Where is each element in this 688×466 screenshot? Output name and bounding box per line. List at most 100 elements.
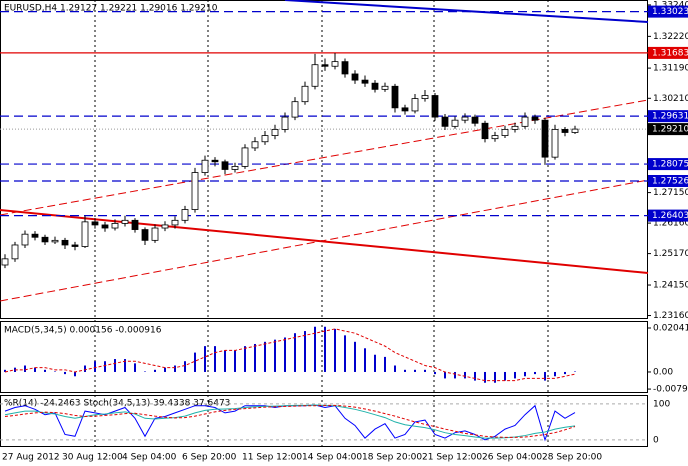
candle-body <box>571 128 579 133</box>
candle-body <box>271 129 279 136</box>
x-tick-label: 27 Aug 2012 <box>2 453 60 463</box>
candle-body <box>1 258 9 266</box>
candle-body <box>341 61 349 75</box>
level-label: 1.27526 <box>652 177 688 187</box>
candle-body <box>371 82 379 90</box>
y-tick-label: 0 <box>653 435 659 445</box>
oscillator-title: %R(14) -24.2463 Stoch(34,5,13) 39.4338 3… <box>4 399 230 409</box>
candle-body <box>111 223 119 229</box>
main-panel <box>0 0 648 319</box>
y-tick-label: 0.00 <box>653 367 673 377</box>
candle-body <box>301 85 309 103</box>
y-tick-label: 1.25170 <box>653 249 688 259</box>
y-tick-label: 1.23160 <box>653 311 688 321</box>
candle-body <box>521 116 529 127</box>
candle-body <box>461 116 469 121</box>
candle-body <box>81 221 89 247</box>
macd-title: MACD(5,34,5) 0.000156 -0.000916 <box>4 326 162 336</box>
candle-body <box>331 61 339 67</box>
current-price-label: 1.29210 <box>652 125 688 135</box>
candle-body <box>11 244 19 260</box>
candle-body <box>221 161 229 170</box>
oscillator-line <box>4 404 576 439</box>
current-price-box <box>648 123 688 136</box>
candle-body <box>491 135 499 140</box>
candle-body <box>231 165 239 170</box>
candle-body <box>31 233 39 238</box>
level-label: 1.26403 <box>652 211 688 221</box>
candle-body <box>451 119 459 127</box>
candle-body <box>261 135 269 143</box>
candle-body <box>551 129 559 158</box>
trend-lines <box>0 0 649 302</box>
candle-body <box>391 85 399 109</box>
candle-body <box>131 219 139 230</box>
chart-title: EURUSD,H4 1.29127 1.29221 1.29016 1.2921… <box>4 4 218 14</box>
candle-body <box>541 119 549 158</box>
candle-body <box>401 107 409 112</box>
candle-body <box>431 95 439 118</box>
candle-body <box>191 172 199 210</box>
x-tick-label: 28 Sep 20:00 <box>542 453 602 463</box>
candle-body <box>411 98 419 112</box>
level-label: 1.28075 <box>652 160 688 170</box>
candle-body <box>101 224 109 229</box>
oscillator-line <box>4 404 576 438</box>
level-label-box <box>648 175 688 188</box>
candle-body <box>501 129 509 136</box>
candle-body <box>201 159 209 173</box>
candle-body <box>91 221 99 226</box>
x-tick-label: 4 Sep 04:00 <box>122 453 177 463</box>
candle-body <box>351 73 359 81</box>
level-label: 1.31683 <box>652 48 688 58</box>
trend-line <box>0 209 649 274</box>
candle-body <box>421 95 429 100</box>
candle-body <box>471 116 479 124</box>
candle-body <box>481 122 489 140</box>
candle-body <box>181 209 189 221</box>
candle-body <box>561 129 569 133</box>
x-tick-label: 26 Sep 04:00 <box>482 453 542 463</box>
y-tick-label: 0.020413 <box>653 324 688 334</box>
level-label-box <box>648 46 688 59</box>
y-tick-label: 1.27150 <box>653 188 688 198</box>
candle-body <box>251 141 259 149</box>
level-label-box <box>648 110 688 123</box>
candle-body <box>321 64 329 67</box>
candle-body <box>241 147 249 167</box>
candle-body <box>441 116 449 127</box>
y-tick-label: 1.24150 <box>653 281 688 291</box>
candle-body <box>311 64 319 87</box>
candle-body <box>21 233 29 246</box>
candle-body <box>281 116 289 130</box>
candle-body <box>531 116 539 121</box>
candle-body <box>511 125 519 130</box>
trend-line <box>0 179 649 302</box>
candle-body <box>361 79 369 84</box>
trend-line <box>284 0 649 23</box>
candle-body <box>171 219 179 226</box>
candle-body <box>71 244 79 247</box>
y-tick-label: -0.00794 <box>653 385 688 395</box>
x-tick-label: 18 Sep 20:00 <box>362 453 422 463</box>
macd-signal <box>4 328 576 382</box>
y-tick-label: 1.26160 <box>653 219 688 229</box>
y-tick-label: 1.33240 <box>653 0 688 10</box>
y-tick-label: 1.32220 <box>653 32 688 42</box>
candle-body <box>211 159 219 163</box>
candle-body <box>61 239 69 246</box>
level-label-box <box>648 209 688 222</box>
y-tick-label: 1.30210 <box>653 94 688 104</box>
x-tick-label: 14 Sep 04:00 <box>302 453 362 463</box>
x-tick-label: 6 Sep 20:00 <box>182 453 237 463</box>
candle-body <box>121 219 129 224</box>
level-label: 1.33023 <box>652 7 688 17</box>
candle-body <box>141 229 149 241</box>
candle-body <box>291 101 299 118</box>
level-label-box <box>648 158 688 171</box>
candle-body <box>161 224 169 229</box>
candle-body <box>381 85 389 90</box>
y-tick-label: 100 <box>653 399 670 409</box>
x-tick-label: 30 Aug 12:00 <box>62 453 123 463</box>
